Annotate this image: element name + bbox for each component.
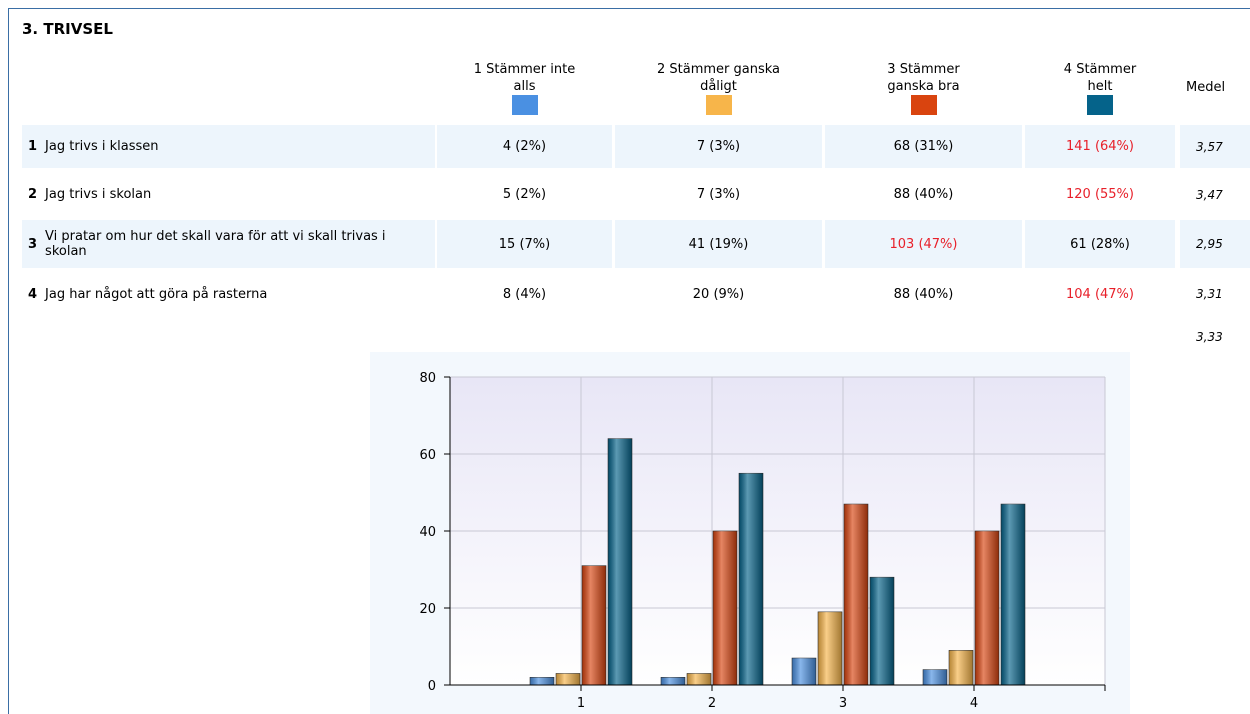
x-tick-label: 2 — [708, 696, 716, 711]
cell-background — [1180, 220, 1250, 268]
cell-background — [615, 220, 822, 268]
row-mean: 2,95 — [1196, 237, 1223, 251]
table-row — [22, 125, 1250, 168]
column-header: 2 Stämmer ganska dåligt — [656, 62, 781, 94]
legend-swatch — [910, 95, 937, 115]
overall-mean: 3,33 — [1196, 330, 1223, 344]
bar-shade — [844, 504, 868, 685]
row-label: 4 Jag har något att göra på rasterna — [28, 270, 418, 318]
row-number: 2 — [28, 187, 38, 202]
section-title: 3. TRIVSEL — [22, 20, 113, 38]
bar-shade — [661, 677, 685, 685]
table-cell: 20 (9%) — [692, 286, 745, 302]
table-cell: 4 (2%) — [502, 139, 547, 154]
legend-swatch — [705, 95, 732, 115]
x-tick-label: 4 — [970, 696, 978, 711]
row-text: Jag trivs i skolan — [45, 187, 152, 202]
column-header: 1 Stämmer inte alls — [473, 62, 576, 94]
x-tick-label: 1 — [577, 696, 585, 711]
row-number: 1 — [28, 139, 38, 154]
cell-background — [1180, 125, 1250, 168]
table-row — [22, 220, 1250, 268]
column-header: 3 Stämmer ganska bra — [887, 62, 960, 94]
table-cell: 68 (31%) — [893, 139, 954, 154]
row-text: Vi pratar om hur det skall vara för att … — [45, 229, 386, 259]
legend-swatch — [511, 95, 538, 115]
row-text: Jag trivs i klassen — [45, 139, 159, 154]
bar-shade — [818, 611, 842, 685]
table-cell: 8 (4%) — [502, 286, 547, 302]
bar-shade — [975, 531, 999, 685]
y-tick-label: 80 — [419, 371, 436, 386]
cell-background — [1025, 125, 1175, 168]
cell-background — [615, 125, 822, 168]
cell-background — [22, 220, 435, 268]
cell-background — [22, 125, 435, 168]
row-label: 1 Jag trivs i klassen — [28, 125, 418, 168]
cell-background — [437, 220, 612, 268]
table-cell: 104 (47%) — [1066, 286, 1134, 302]
cell-background — [825, 220, 1022, 268]
row-number: 4 — [28, 286, 38, 302]
bar-shade — [530, 677, 554, 685]
y-tick-label: 40 — [419, 525, 436, 540]
table-cell: 7 (3%) — [696, 187, 741, 202]
mean-header: Medel — [1186, 80, 1226, 95]
y-tick-label: 0 — [428, 679, 436, 694]
table-cell: 7 (3%) — [696, 139, 741, 154]
y-tick-label: 20 — [419, 602, 436, 617]
row-label: 2 Jag trivs i skolan — [28, 172, 418, 217]
chart: 0 20 40 60 80 1 2 3 4 — [370, 352, 1130, 714]
table-cell: 61 (28%) — [1070, 236, 1130, 252]
bar-shade — [739, 473, 763, 685]
bar-shade — [1001, 504, 1025, 685]
bar-shade — [923, 669, 947, 685]
table-cell: 5 (2%) — [502, 187, 547, 202]
table-cell: 15 (7%) — [498, 236, 551, 252]
cell-background — [437, 125, 612, 168]
frame — [8, 8, 1250, 714]
table-cell: 103 (47%) — [889, 236, 958, 252]
table-cell: 120 (55%) — [1066, 187, 1134, 202]
bar-shade — [582, 565, 606, 685]
bar-shade — [687, 673, 711, 685]
row-label: 3 Vi pratar om hur det skall vara för att… — [28, 220, 418, 268]
x-tick-label: 3 — [839, 696, 847, 711]
table-cell: 41 (19%) — [688, 236, 749, 252]
row-text: Jag har något att göra på rasterna — [45, 286, 268, 302]
bar-shade — [870, 577, 894, 685]
cell-background — [825, 125, 1022, 168]
table-cell: 88 (40%) — [893, 286, 954, 302]
bar-shade — [608, 438, 632, 685]
row-mean: 3,47 — [1196, 187, 1223, 202]
bar-shade — [792, 658, 816, 685]
bar-shade — [556, 673, 580, 685]
row-mean: 3,31 — [1196, 287, 1223, 301]
cell-background — [1025, 220, 1175, 268]
bar-shade — [949, 650, 973, 685]
row-number: 3 — [28, 236, 38, 252]
column-header: 4 Stämmer helt — [1063, 62, 1137, 94]
bar-shade — [713, 531, 737, 685]
y-tick-label: 60 — [419, 448, 436, 463]
table-cell: 88 (40%) — [893, 187, 954, 202]
row-mean: 3,57 — [1196, 139, 1223, 154]
legend-swatch — [1087, 95, 1113, 115]
table-cell: 141 (64%) — [1066, 139, 1134, 154]
